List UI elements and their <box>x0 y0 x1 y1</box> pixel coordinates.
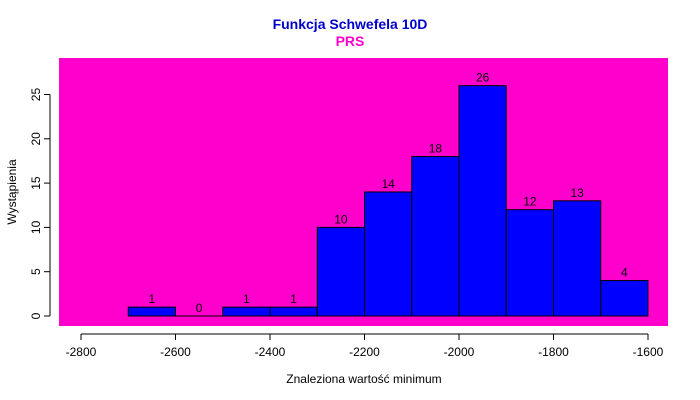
chart-subtitle: PRS <box>335 33 365 49</box>
histogram-bar <box>316 226 365 317</box>
y-axis-title: Wystąpienia <box>5 159 19 225</box>
histogram-bar <box>458 85 507 317</box>
x-tick-label: -2200 <box>349 345 380 359</box>
histogram-bar <box>505 209 554 317</box>
bar-count-label: 1 <box>290 292 297 306</box>
histogram-bar <box>127 306 176 317</box>
bar-count-label: 12 <box>523 195 537 209</box>
y-tick-label: 10 <box>29 220 43 234</box>
x-axis-title: Znaleziona wartość minimum <box>286 372 441 386</box>
x-tick-label: -2600 <box>160 345 191 359</box>
x-tick-label: -2000 <box>444 345 475 359</box>
x-tick-label: -1600 <box>633 345 664 359</box>
histogram-bar <box>222 306 271 317</box>
bar-count-label: 13 <box>570 186 584 200</box>
bar-count-label: 1 <box>149 292 156 306</box>
y-tick-label: 5 <box>29 268 43 275</box>
bar-count-label: 14 <box>381 177 395 191</box>
bar-count-label: 26 <box>476 71 490 85</box>
bar-count-label: 10 <box>334 212 348 226</box>
x-tick-label: -2400 <box>255 345 286 359</box>
x-tick-label: -1800 <box>538 345 569 359</box>
y-tick-label: 0 <box>29 312 43 319</box>
histogram-bar <box>364 191 413 317</box>
histogram-bar <box>600 280 649 317</box>
histogram-bar <box>553 200 602 317</box>
chart-title: Funkcja Schwefela 10D <box>272 16 428 32</box>
y-tick-label: 20 <box>29 132 43 146</box>
y-tick-label: 15 <box>29 176 43 190</box>
histogram-bar <box>411 156 460 317</box>
bar-count-label: 18 <box>429 142 443 156</box>
bar-count-label: 1 <box>243 292 250 306</box>
y-tick-label: 25 <box>29 88 43 102</box>
x-tick-label: -2800 <box>66 345 97 359</box>
bar-count-label: 4 <box>621 266 628 280</box>
histogram-bar <box>269 306 318 317</box>
bar-count-label: 0 <box>196 301 203 315</box>
